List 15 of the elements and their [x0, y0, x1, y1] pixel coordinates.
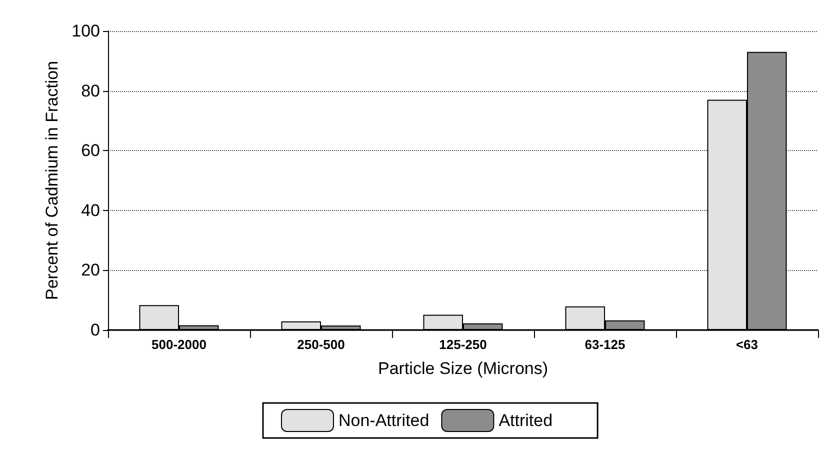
y-tick-label: 0	[90, 320, 100, 340]
legend-label: Non-Attrited	[338, 411, 430, 430]
legend-label: Attrited	[498, 411, 553, 430]
x-axis-title: Particle Size (Microns)	[378, 359, 548, 378]
x-tick-label: 250-500	[297, 337, 345, 352]
x-tick-label: 500-2000	[152, 337, 206, 352]
y-tick-label: 60	[81, 141, 100, 160]
y-tick-label: 40	[81, 200, 100, 220]
y-tick-label: 100	[72, 22, 100, 40]
y-axis-title: Percent of Cadmium in Fraction	[42, 60, 62, 300]
x-tick-label: 125-250	[439, 337, 487, 352]
y-tick-label: 80	[81, 81, 100, 100]
x-tick-label: 63-125	[584, 337, 626, 352]
y-tick-label: 20	[81, 260, 100, 280]
x-tick-label: <63	[736, 337, 758, 352]
